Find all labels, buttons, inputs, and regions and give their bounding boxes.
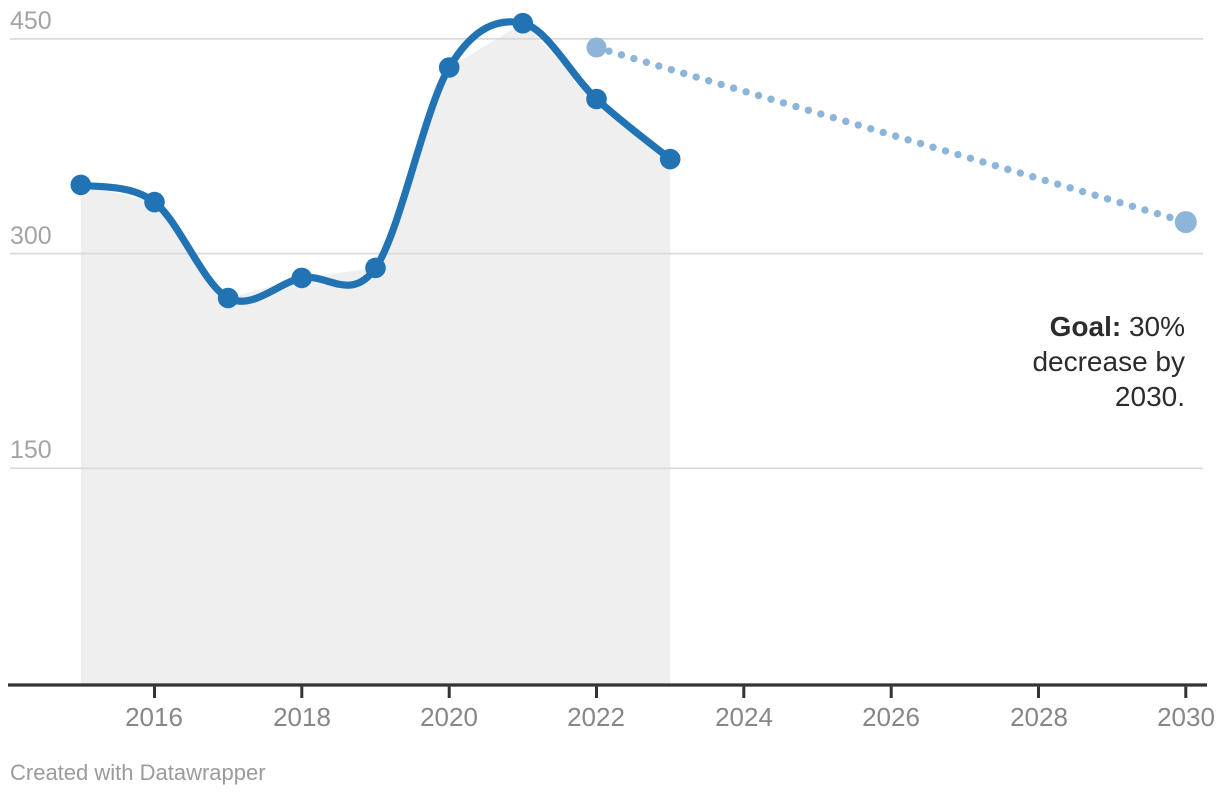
data-point-2016 [144,191,165,213]
goal-annotation-bold-label: Goal: [1049,311,1122,342]
area-fill [80,23,671,684]
goal-dotted-line [592,43,1190,226]
goal-annotation-line3: 2030. [1114,381,1185,412]
data-point-2018 [291,267,313,289]
data-point-2020 [438,57,460,78]
goal-annotation-line1: Goal: 30% [1032,309,1185,344]
datawrapper-credit: Created with Datawrapper [10,760,266,785]
data-point-2023 [659,148,681,170]
goal-point-2022 [586,37,607,58]
goal-annotation-line1-rest: 30% [1121,311,1185,342]
data-point-2017 [217,287,239,309]
data-point-2019 [365,257,386,279]
data-point-2015 [70,174,92,196]
data-point-2021 [512,12,534,34]
data-point-2022 [586,88,607,110]
goal-annotation: Goal: 30% decrease by 2030. [1032,309,1185,414]
goal-annotation-line2: decrease by [1032,346,1185,377]
goal-point-2030 [1174,211,1197,234]
